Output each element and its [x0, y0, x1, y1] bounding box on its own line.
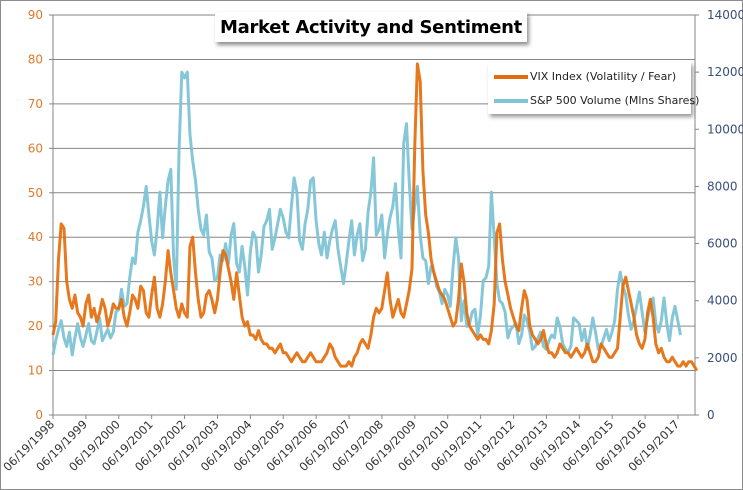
- legend-swatch-volume: [494, 98, 528, 103]
- left-tick-label: 70: [28, 97, 43, 111]
- right-tick-label: 0: [707, 408, 715, 422]
- chart-title-box: Market Activity and Sentiment: [215, 12, 527, 42]
- right-tick-label: 12000: [707, 65, 743, 79]
- series-line-vix: [51, 62, 699, 372]
- left-tick-label: 30: [28, 275, 43, 289]
- left-tick-label: 40: [28, 230, 43, 244]
- left-tick-label: 50: [28, 186, 43, 200]
- x-axis-ticks: 06/19/199806/19/199906/19/200006/19/2001…: [0, 415, 682, 474]
- chart-title: Market Activity and Sentiment: [220, 16, 522, 38]
- legend-swatch-vix: [494, 74, 528, 79]
- left-tick-label: 10: [28, 364, 43, 378]
- right-tick-label: 2000: [707, 351, 738, 365]
- right-tick-label: 14000: [707, 8, 743, 22]
- legend-item-vix: VIX Index (Volatility / Fear): [494, 70, 676, 83]
- left-tick-label: 0: [35, 408, 43, 422]
- series-lines: [51, 62, 699, 372]
- legend: VIX Index (Volatility / Fear) S&P 500 Vo…: [488, 62, 699, 114]
- legend-label-volume: S&P 500 Volume (Mlns Shares): [530, 94, 700, 107]
- right-axis-ticks: 0 2000 4000 6000 8000 10000 12000 14000: [695, 8, 743, 422]
- left-tick-label: 80: [28, 52, 43, 66]
- left-tick-label: 90: [28, 8, 43, 22]
- series-line-volume: [51, 70, 682, 357]
- right-tick-label: 10000: [707, 122, 743, 136]
- left-tick-label: 60: [28, 141, 43, 155]
- right-tick-label: 6000: [707, 237, 738, 251]
- legend-item-volume: S&P 500 Volume (Mlns Shares): [494, 94, 699, 107]
- right-tick-label: 4000: [707, 294, 738, 308]
- right-tick-label: 8000: [707, 179, 738, 193]
- left-axis-ticks: 0 10 20 30 40 50 60 70 80 90: [28, 8, 53, 422]
- legend-label-vix: VIX Index (Volatility / Fear): [530, 70, 677, 83]
- left-tick-label: 20: [28, 319, 43, 333]
